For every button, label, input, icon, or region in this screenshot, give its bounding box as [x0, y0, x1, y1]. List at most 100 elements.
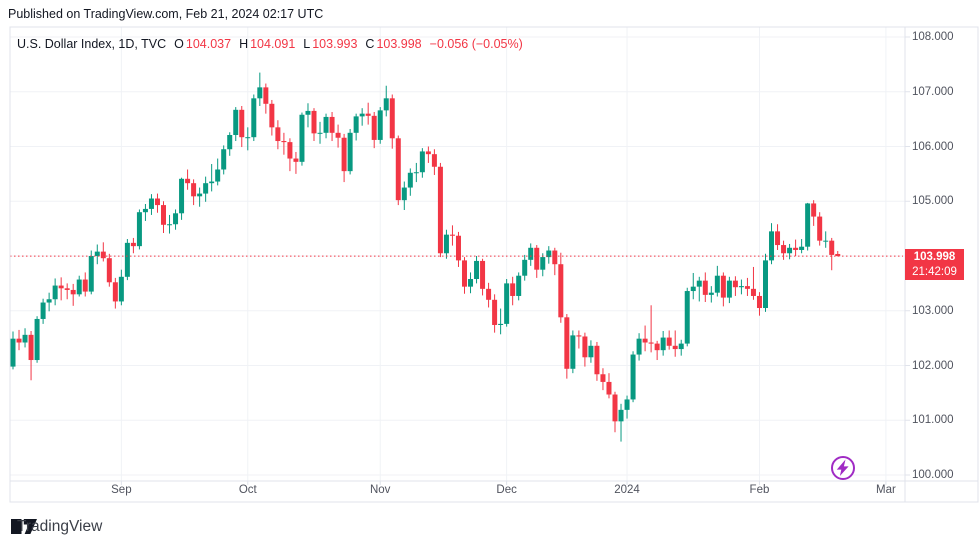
candle-body [756, 295, 762, 309]
candle-body [185, 178, 191, 184]
candle-body [431, 154, 437, 167]
candle-body [666, 337, 672, 346]
ohlc-key: C [365, 37, 375, 51]
candle-body [624, 399, 630, 410]
candle-body [239, 109, 245, 138]
candle-body [642, 338, 648, 343]
candle-body [173, 213, 179, 225]
candle-body [161, 205, 166, 225]
ohlc-key: L [303, 37, 311, 51]
time-scale[interactable]: Sep Oct Nov Dec 2024 Feb Mar [0, 484, 978, 502]
candle-body [209, 181, 215, 184]
candle-body [462, 260, 467, 287]
candle-body [245, 137, 251, 139]
candle-body [769, 231, 775, 261]
last-price-flag: 103.998 21:42:09 [905, 249, 964, 281]
bar-countdown-timer: 21:42:09 [912, 266, 957, 279]
candle-body [504, 283, 510, 324]
candle-body [251, 98, 257, 138]
candle-body [323, 116, 329, 133]
ohlc-key: O [174, 37, 184, 51]
candle-body [22, 334, 28, 343]
candle-body [618, 409, 624, 422]
candle-body [684, 291, 690, 344]
time-tick-label: Dec [496, 484, 517, 496]
candle-body [82, 279, 88, 292]
candle-body [64, 288, 70, 290]
candle-body [389, 98, 395, 139]
candle-body [203, 183, 209, 194]
candle-body [221, 149, 227, 170]
candle-body [94, 251, 100, 256]
candle-body [468, 278, 474, 287]
tradingview-wordmark: TradingView [17, 518, 103, 535]
candle-body [787, 247, 793, 254]
candle-body [305, 110, 311, 115]
candle-body [528, 247, 534, 260]
candle-body [558, 264, 564, 318]
candle-body [829, 240, 835, 255]
candle-body [546, 250, 552, 258]
candle-body [16, 338, 22, 343]
candle-body [46, 299, 52, 303]
candle-body [612, 394, 618, 422]
candle-body [763, 260, 768, 309]
candle-body [88, 256, 94, 292]
candle-body [708, 292, 714, 295]
candle-body [564, 317, 570, 369]
last-price-value: 103.998 [913, 251, 956, 264]
candle-body [353, 116, 359, 133]
candle-body [293, 158, 299, 162]
candle-body [329, 116, 335, 133]
candle-body [588, 345, 594, 358]
candle-body [690, 286, 696, 292]
candle-body [696, 280, 702, 287]
candle-body [570, 335, 576, 369]
candle-body [534, 247, 540, 270]
candle-body [660, 337, 666, 351]
candle-body [419, 151, 425, 173]
candle-body [269, 103, 275, 128]
candle-body [191, 183, 197, 197]
candle-body [112, 282, 118, 302]
candle-body [167, 224, 173, 226]
candle-body [40, 302, 46, 319]
price-tick-label: 107.000 [912, 85, 954, 98]
candle-body [576, 335, 582, 337]
candle-body [58, 285, 64, 289]
candle-body [492, 299, 498, 325]
candle-body [744, 286, 750, 289]
candle-body [811, 203, 817, 217]
candle-body [552, 250, 558, 265]
price-tick-label: 105.000 [912, 195, 954, 208]
candle-body [437, 166, 443, 254]
candle-body [582, 336, 588, 358]
tradingview-footer-link[interactable]: TradingView [10, 517, 102, 537]
candle-body [799, 246, 805, 250]
candle-body [377, 110, 383, 140]
candle-body [407, 172, 413, 188]
candle-body [510, 283, 516, 296]
candle-body [648, 342, 654, 344]
candle-body [395, 138, 401, 201]
candle-body [443, 234, 449, 254]
candle-body [654, 343, 660, 351]
candle-body [142, 208, 148, 213]
candle-body [136, 212, 142, 247]
candle-body [281, 141, 287, 143]
boost-button[interactable] [831, 456, 855, 480]
time-tick-label: Nov [369, 484, 391, 496]
price-scale[interactable]: 108.000 107.000 106.000 105.000 103.000 102.0… [905, 0, 978, 502]
candle-body [359, 113, 365, 117]
published-attribution-link[interactable]: Published on TradingView.com, Feb 21, 20… [8, 7, 324, 21]
candle-body [835, 253, 841, 257]
candle-body [335, 132, 341, 138]
candle-body [474, 260, 480, 279]
legend-ohlc-values: O 104.037 H 104.091 L 103.993 C 103.998 [166, 37, 422, 51]
tradingview-logo-icon [11, 519, 37, 534]
candle-body [383, 98, 389, 111]
candle-body [720, 275, 726, 298]
candle-body [34, 318, 40, 361]
candle-body [732, 280, 738, 288]
